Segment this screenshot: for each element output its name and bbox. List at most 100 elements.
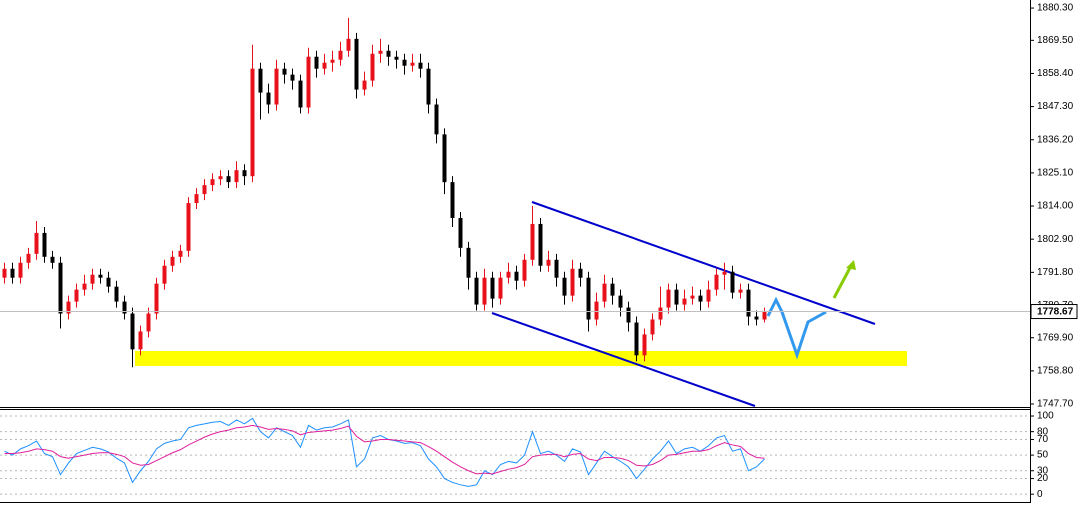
y-tick-label: 70 <box>1037 434 1049 445</box>
channel-top <box>531 201 876 325</box>
candle-body <box>762 311 767 320</box>
candle-body <box>410 62 415 66</box>
candle-body <box>482 277 487 305</box>
candle-body <box>522 259 527 281</box>
candle-body <box>682 298 687 305</box>
candle-body <box>130 313 135 350</box>
candle-body <box>2 268 7 278</box>
candle-body <box>642 334 647 356</box>
candle-body <box>426 68 431 105</box>
candle-body <box>706 289 711 302</box>
candle-body <box>714 274 719 290</box>
y-tick-label: 1758.80 <box>1037 366 1074 377</box>
candle-body <box>690 295 695 299</box>
candle-body <box>626 307 631 323</box>
candle-body <box>258 68 263 93</box>
candle-body <box>98 274 103 278</box>
candle-body <box>74 289 79 302</box>
y-tick-label: 1747.70 <box>1037 399 1074 410</box>
candle-body <box>138 331 143 350</box>
candle-body <box>506 271 511 278</box>
candle-body <box>546 259 551 266</box>
y-tick-label: 1825.10 <box>1037 168 1074 179</box>
candle-body <box>498 277 503 299</box>
candle-body <box>306 56 311 108</box>
candle-body <box>362 80 367 90</box>
y-tick-label: 1847.30 <box>1037 101 1074 112</box>
candle-body <box>106 277 111 287</box>
candle-body <box>330 59 335 63</box>
candle-body <box>354 38 359 90</box>
y-tick-label: 100 <box>1037 411 1054 422</box>
candle-body <box>746 289 751 317</box>
candle-body <box>730 271 735 293</box>
candle-body <box>666 289 671 308</box>
candle-body <box>458 217 463 248</box>
y-tick-label: 80 <box>1037 426 1049 437</box>
candle-body <box>490 277 495 299</box>
candle-body <box>66 301 71 314</box>
y-tick-label: 1880.30 <box>1037 3 1074 14</box>
breakout-arrow <box>832 263 854 299</box>
candle-body <box>754 316 759 320</box>
candle-body <box>394 56 399 60</box>
candle-body <box>434 104 439 135</box>
candle-body <box>514 271 519 281</box>
candle-body <box>474 277 479 305</box>
candle-body <box>18 262 23 278</box>
candle-body <box>226 176 231 183</box>
candle-body <box>210 179 215 186</box>
candle-body <box>346 38 351 51</box>
candle-body <box>58 262 63 314</box>
indicator-line <box>4 417 765 487</box>
support-zone <box>135 351 907 366</box>
candle-body <box>82 283 87 290</box>
candle-body <box>34 232 39 254</box>
channel-bottom <box>491 312 756 407</box>
candle-body <box>298 80 303 108</box>
candle-body <box>202 185 207 195</box>
candle-body <box>154 283 159 314</box>
candle-body <box>538 223 543 266</box>
y-tick-label: 1869.50 <box>1037 35 1074 46</box>
candle-body <box>738 289 743 293</box>
candle-body <box>338 50 343 60</box>
candle-body <box>162 265 167 284</box>
candle-body <box>322 62 327 69</box>
candle-body <box>442 134 447 183</box>
candle-body <box>170 256 175 266</box>
candle-body <box>378 50 383 54</box>
y-tick-label: 1791.80 <box>1037 267 1074 278</box>
candle-body <box>218 176 223 180</box>
candle-body <box>314 56 319 69</box>
y-tick-label: 1802.90 <box>1037 234 1074 245</box>
candle-body <box>578 268 583 278</box>
breakout-arrow-head <box>846 260 856 270</box>
candle-body <box>234 170 239 183</box>
candle-body <box>466 247 471 278</box>
forecast-path <box>766 296 827 360</box>
candle-body <box>402 59 407 66</box>
candle-body <box>618 295 623 308</box>
candle-body <box>146 313 151 332</box>
candle-body <box>266 92 271 105</box>
candle-body <box>698 295 703 302</box>
candle-body <box>634 322 639 356</box>
candle-body <box>178 250 183 257</box>
candle-body <box>90 274 95 284</box>
candle-body <box>554 259 559 278</box>
candle-body <box>386 50 391 57</box>
candle-body <box>282 68 287 75</box>
indicator-line <box>4 424 765 475</box>
candle-body <box>650 319 655 335</box>
y-tick-label: 0 <box>1037 489 1043 500</box>
y-tick-label: 20 <box>1037 473 1049 484</box>
candle-body <box>674 289 679 305</box>
candle-body <box>250 68 255 177</box>
candle-body <box>122 301 127 314</box>
candle-body <box>290 74 295 81</box>
candle-body <box>450 182 455 218</box>
candle-body <box>658 307 663 320</box>
candle-body <box>570 268 575 296</box>
